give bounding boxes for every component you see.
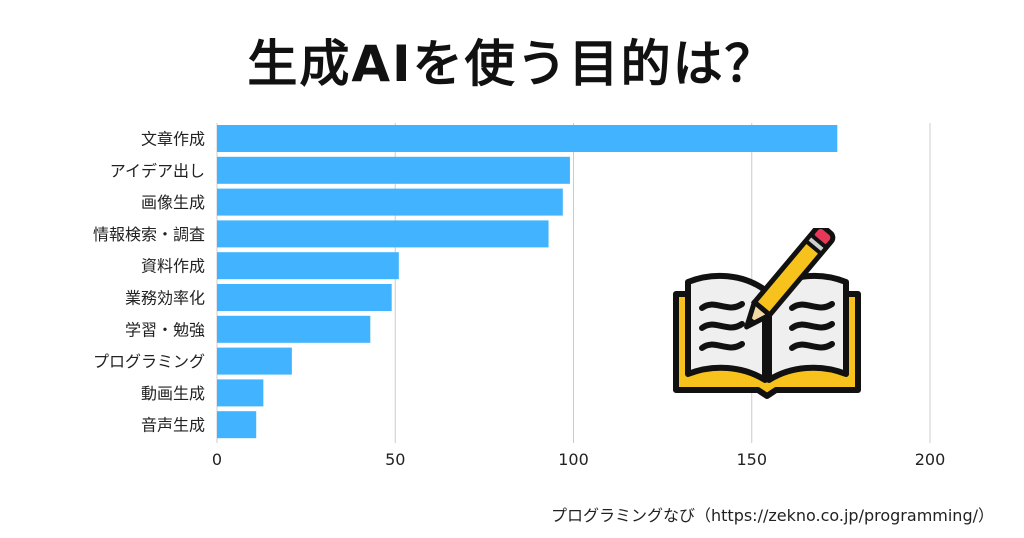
x-tick-label: 0 [212, 450, 222, 469]
bar-4 [217, 220, 549, 248]
x-tick-label: 150 [736, 450, 767, 469]
category-label: 業務効率化 [125, 289, 205, 308]
category-label: 画像生成 [141, 193, 205, 212]
open-book-with-pencil-icon [673, 228, 861, 399]
x-tick-label: 50 [385, 450, 405, 469]
bar-8 [217, 347, 292, 375]
category-label: プログラミング [93, 352, 205, 371]
category-label: 情報検索・調査 [93, 225, 205, 244]
category-label: 音声生成 [141, 416, 205, 435]
bars [217, 125, 838, 439]
x-tick-label: 100 [558, 450, 589, 469]
bar-3 [217, 188, 563, 216]
category-label: 文章作成 [141, 130, 205, 149]
category-label: 資料作成 [141, 257, 205, 276]
bar-2 [217, 156, 570, 184]
bar-9 [217, 379, 264, 407]
bar-1 [217, 125, 838, 152]
bar-10 [217, 411, 257, 439]
bar-6 [217, 284, 392, 311]
bar-5 [217, 252, 399, 280]
source-credit: プログラミングなび（https://zekno.co.jp/programmin… [551, 506, 994, 525]
x-tick-label: 200 [915, 450, 946, 469]
category-label: アイデア出し [110, 161, 205, 180]
chart-title: 生成AIを使う目的は？ [247, 35, 777, 93]
x-axis-tick-labels: 0 50 100 150 200 [212, 450, 945, 469]
category-label: 動画生成 [141, 384, 205, 403]
category-labels: 文章作成アイデア出し画像生成情報検索・調査資料作成業務効率化学習・勉強プログラミ… [93, 130, 205, 435]
category-label: 学習・勉強 [125, 320, 205, 339]
bar-7 [217, 315, 371, 343]
